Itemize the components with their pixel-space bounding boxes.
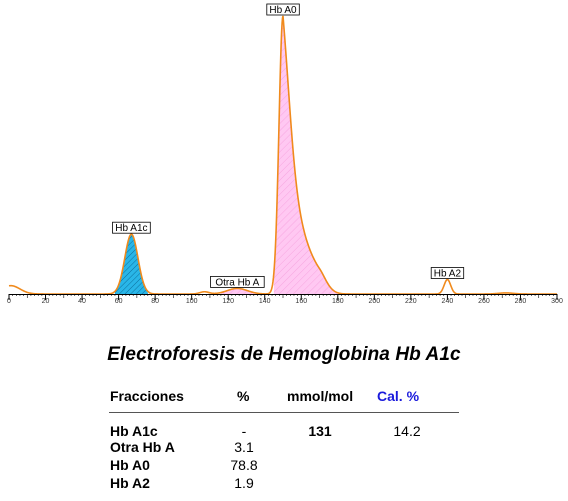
x-tick-label: 60 [115,298,123,305]
row-label: Hb A0 [110,457,150,473]
peak-area-hb-a1c [114,234,148,294]
x-tick-label: 160 [295,298,307,305]
row-percent: 78.8 [230,457,258,473]
peak-label-hb-a2: Hb A2 [430,267,465,280]
x-tick-label: 280 [515,298,527,305]
row-percent: 3.1 [234,439,254,455]
x-tick-label: 140 [259,298,271,305]
electrophoresis-chart: 0 20 40 60 80 100 120 140 160 180 200 220 240 260 280 3… [7,3,563,305]
peak-label-hb-a1c: Hb A1c [112,221,151,234]
x-tick-label: 240 [442,298,454,305]
x-tick-label: 260 [478,298,490,305]
row-cal: 14.2 [393,423,421,439]
peak-label-text: Hb A0 [269,5,297,16]
peak-label-box [210,275,265,288]
row-label: Hb A2 [110,475,150,491]
peak-area-otra-hb-a [220,288,256,294]
col-header-fraction: Fracciones [110,388,184,404]
col-header-mmol: mmol/mol [287,388,354,404]
peak-label-text: Otra Hb A [215,277,259,288]
row-percent: - [241,423,247,439]
x-tick-label: 180 [332,298,344,305]
peak-label-box [266,3,300,16]
x-tick-label: 20 [42,298,50,305]
peak-label-otra-hb-a: Otra Hb A [210,275,265,288]
report-title: Electroforesis de Hemoglobina Hb A1c [107,344,461,365]
peak-label-text: Hb A2 [434,269,462,280]
row-label: Otra Hb A [110,439,175,455]
row-label: Hb A1c [110,423,158,439]
x-tick-label: 120 [222,298,234,305]
peak-label-text: Hb A1c [115,223,147,234]
x-axis: 0 20 40 60 80 100 120 140 160 180 200 220 240 260 280 3… [7,294,563,305]
x-tick-label: 0 [7,298,11,305]
row-mmol: 131 [308,423,332,439]
peak-label-box [112,221,151,234]
x-tick-label: 300 [551,298,563,305]
peak-label-box [430,267,465,279]
row-percent: 1.9 [234,475,254,491]
x-tick-label: 200 [368,298,380,305]
x-tick-label: 80 [151,298,159,305]
x-tick-label: 220 [405,298,417,305]
peak-area-hb-a0 [273,16,338,294]
header-divider [109,412,459,413]
x-tick-label: 100 [186,298,198,305]
x-tick-label: 40 [78,298,86,305]
col-header-percent: % [237,388,250,404]
peak-label-hb-a0: Hb A0 [266,3,300,16]
col-header-cal: Cal. % [377,388,420,404]
